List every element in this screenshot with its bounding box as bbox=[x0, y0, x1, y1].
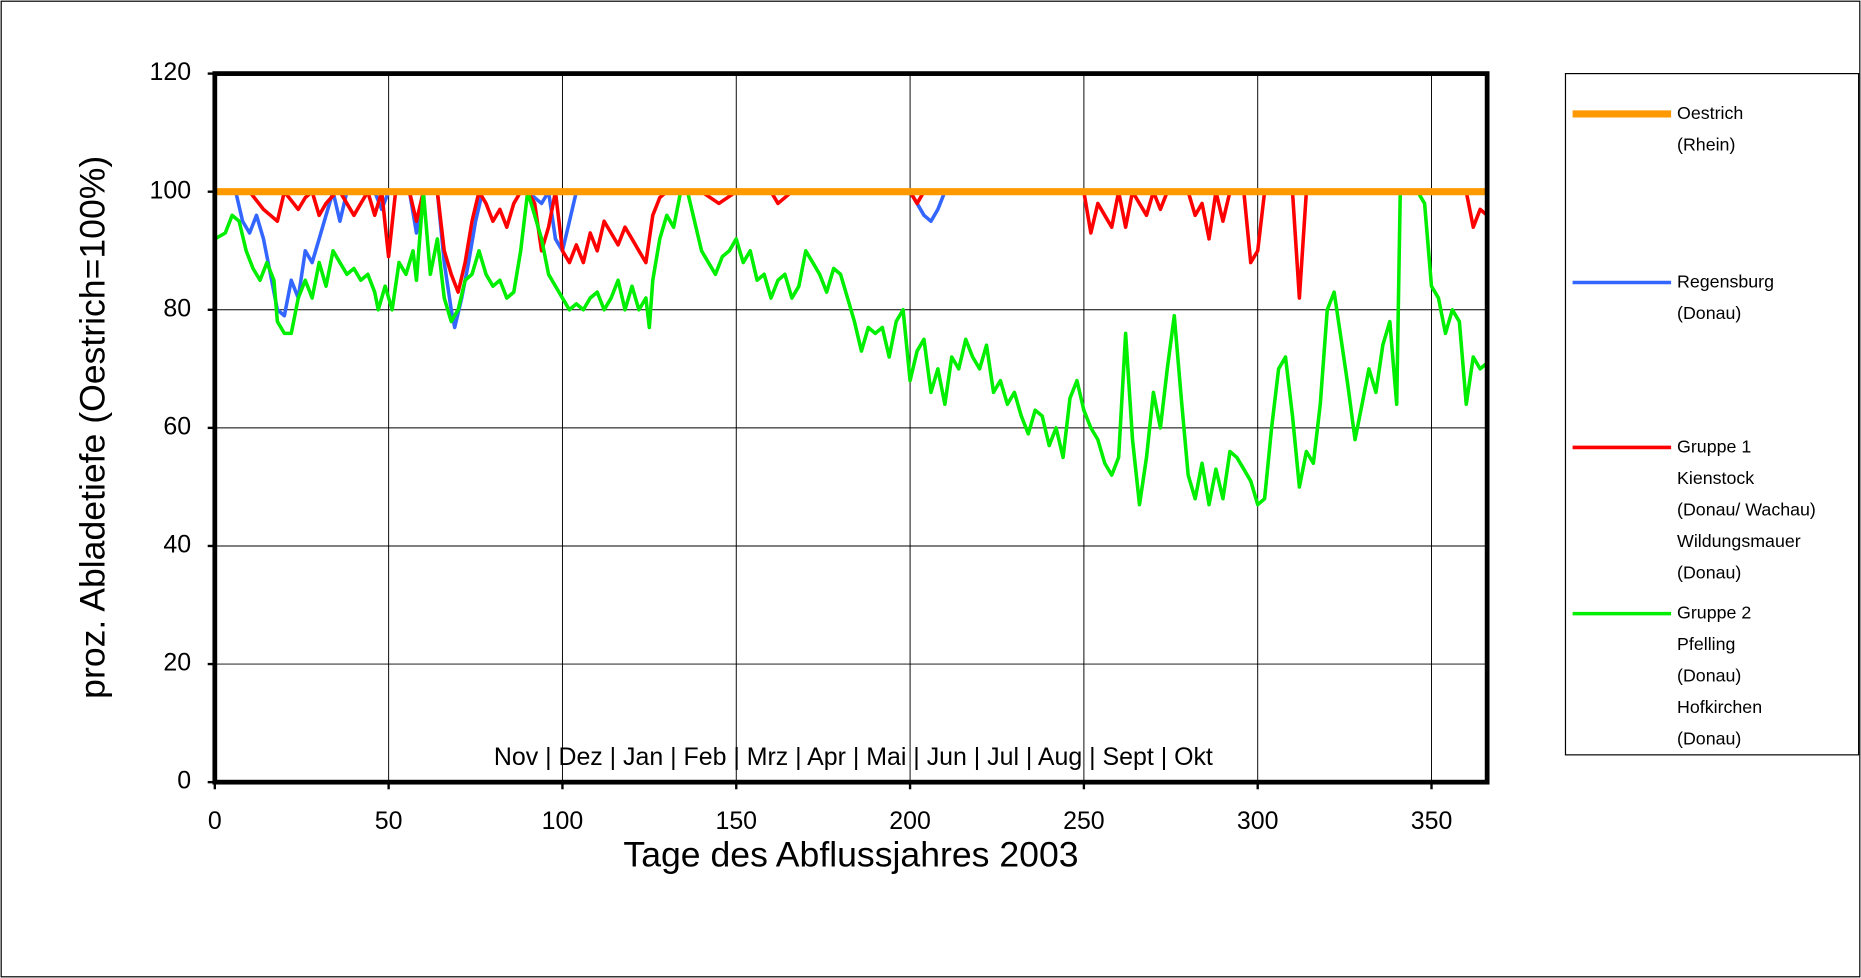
legend-line: (Donau) bbox=[1677, 562, 1741, 582]
y-tick-label: 20 bbox=[163, 649, 191, 677]
x-tick-label: 250 bbox=[1063, 807, 1105, 835]
x-tick-label: 100 bbox=[542, 807, 584, 835]
legend-line: Gruppe 1 bbox=[1677, 436, 1751, 456]
legend-line: Gruppe 2 bbox=[1677, 602, 1751, 622]
y-tick-label: 40 bbox=[163, 531, 191, 559]
y-tick-label: 100 bbox=[150, 176, 192, 204]
x-tick-label: 150 bbox=[715, 807, 757, 835]
x-tick-label: 300 bbox=[1237, 807, 1279, 835]
legend-label: Gruppe 2 Pfelling (Donau) Hofkirchen (Donau) bbox=[1677, 602, 1762, 748]
month-annotation: Nov | Dez | Jan | Feb | Mrz | Apr | Mai … bbox=[494, 743, 1213, 771]
legend-line: (Rhein) bbox=[1677, 134, 1735, 154]
x-tick-label: 200 bbox=[889, 807, 931, 835]
legend-line: (Donau) bbox=[1677, 728, 1741, 748]
legend-label: Oestrich (Rhein) bbox=[1677, 103, 1743, 154]
legend-line: (Donau/ Wachau) bbox=[1677, 499, 1816, 519]
y-tick-label: 120 bbox=[150, 58, 192, 86]
legend-line: Oestrich bbox=[1677, 103, 1743, 123]
plot-frame bbox=[212, 71, 1490, 785]
x-tick-label: 350 bbox=[1411, 807, 1453, 835]
legend-box bbox=[1564, 73, 1860, 756]
y-tick-label: 80 bbox=[163, 294, 191, 322]
legend: Oestrich (Rhein)Regensburg (Donau)Gruppe 1… bbox=[1572, 103, 1816, 748]
x-axis-label: Tage des Abflussjahres 2003 bbox=[623, 834, 1078, 874]
legend-line: (Donau) bbox=[1677, 665, 1741, 685]
legend-line: (Donau) bbox=[1677, 303, 1741, 323]
x-tick-label: 50 bbox=[375, 807, 403, 835]
y-axis-label: proz. Abladetiefe (Oestrich=100%) bbox=[72, 156, 112, 699]
series-line bbox=[214, 189, 1489, 300]
plot bbox=[213, 188, 1489, 507]
x-tick-label: 0 bbox=[208, 807, 222, 835]
legend-label: Gruppe 1 Kienstock (Donau/ Wachau) Wildungs… bbox=[1677, 436, 1816, 582]
legend-line: Wildungsmauer bbox=[1677, 531, 1801, 551]
y-tick-label: 0 bbox=[177, 767, 191, 795]
y-tick-label: 60 bbox=[163, 412, 191, 440]
legend-line: Hofkirchen bbox=[1677, 697, 1762, 717]
legend-line: Pfelling bbox=[1677, 634, 1735, 654]
legend-line: Regensburg bbox=[1677, 271, 1774, 291]
series-line bbox=[213, 189, 1489, 507]
legend-label: Regensburg (Donau) bbox=[1677, 271, 1774, 322]
legend-line: Kienstock bbox=[1677, 468, 1754, 488]
